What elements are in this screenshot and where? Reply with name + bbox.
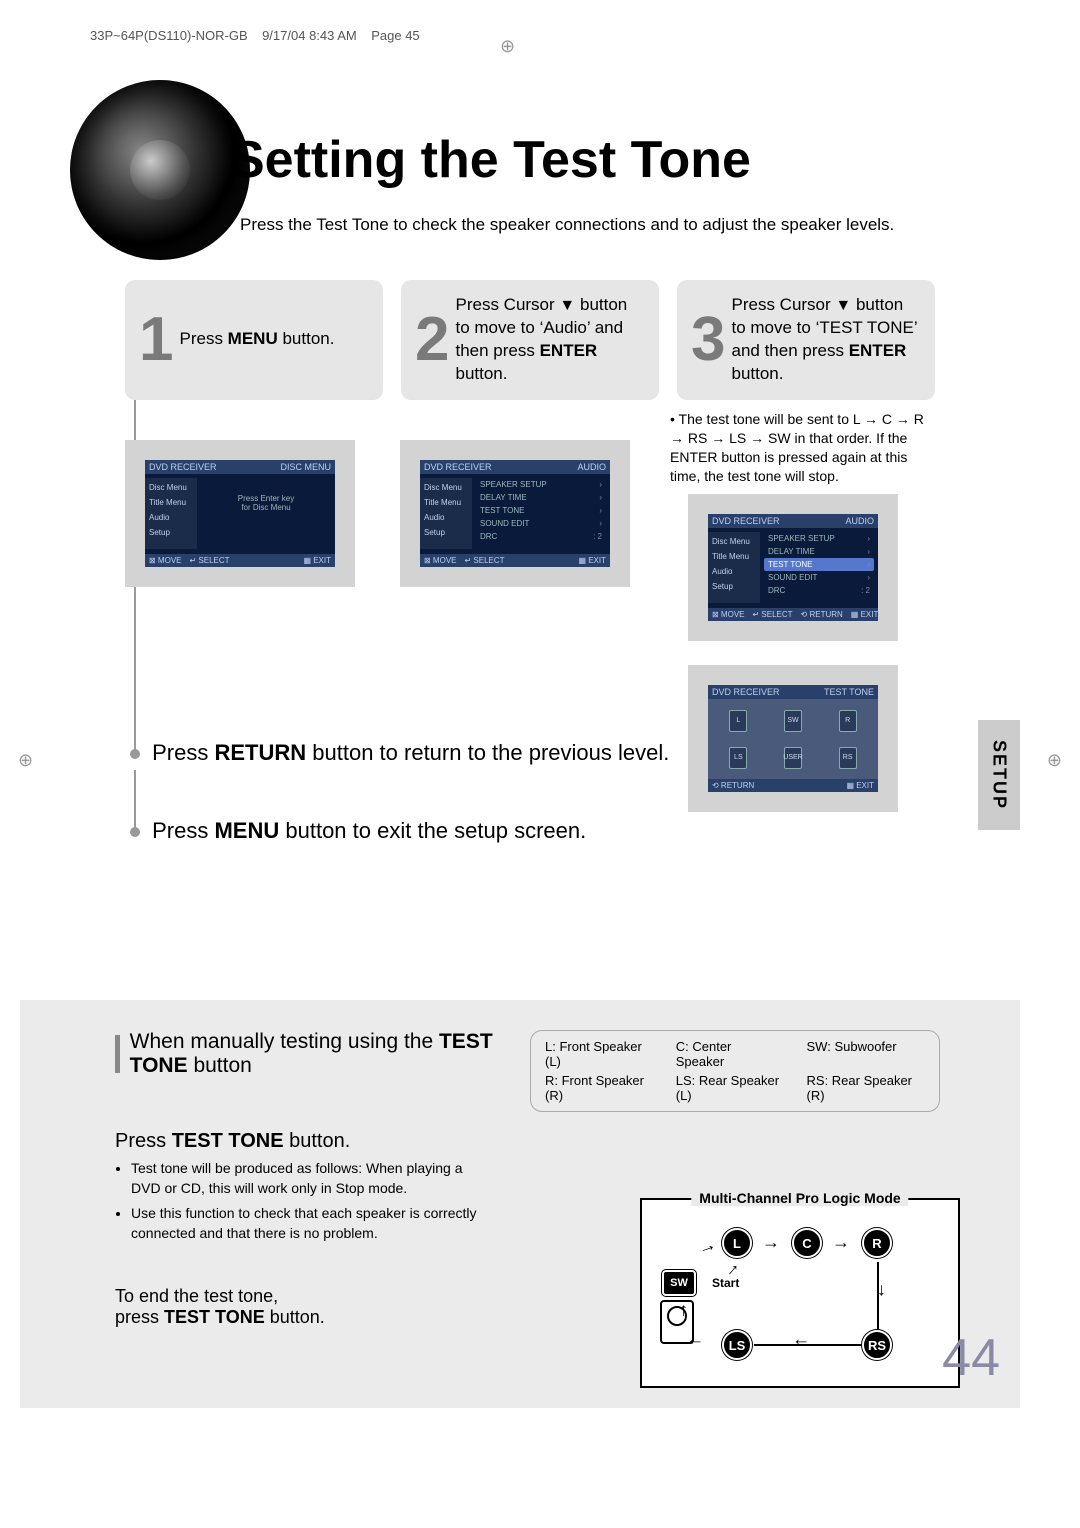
- speaker-flow-diagram: Multi-Channel Pro Logic Mode L C R SW LS…: [640, 1198, 960, 1388]
- speaker-legend: L: Front Speaker (L) C: Center Speaker S…: [530, 1030, 940, 1112]
- speaker-hero-graphic: [70, 80, 250, 260]
- step-2: 2 Press Cursor ▼ button to move to ‘Audi…: [401, 280, 659, 400]
- osd-screenshot-testtone-selected: DVD RECEIVERAUDIO Disc Menu Title Menu A…: [688, 494, 898, 641]
- node-sw: SW: [662, 1270, 696, 1296]
- legend-c: C: Center Speaker: [676, 1039, 781, 1069]
- osd-screenshot-disc-menu: DVD RECEIVERDISC MENU Disc Menu Title Me…: [125, 440, 355, 587]
- arrow-icon: →: [832, 1232, 850, 1253]
- list-item: Test tone will be produced as follows: W…: [131, 1159, 495, 1198]
- diagram-title: Multi-Channel Pro Logic Mode: [691, 1190, 908, 1206]
- crop-mark-icon: ⊕: [18, 750, 33, 771]
- step-connector-line: [134, 770, 136, 830]
- node-c: C: [792, 1228, 822, 1258]
- cursor-down-icon: ▼: [559, 297, 575, 314]
- step-number: 2: [415, 309, 449, 371]
- legend-rs: RS: Rear Speaker (R): [807, 1073, 925, 1103]
- step-1: 1 Press MENU button.: [125, 280, 383, 400]
- arrow-icon: →: [874, 1282, 895, 1300]
- page-header-slug: 33P~64P(DS110)-NOR-GB 9/17/04 8:43 AM Pa…: [90, 28, 420, 43]
- step-number: 3: [691, 309, 725, 371]
- arrow-icon: →: [792, 1334, 810, 1355]
- header-page: Page 45: [371, 28, 419, 43]
- list-item: Use this function to check that each spe…: [131, 1204, 495, 1243]
- setup-tab-label: SETUP: [989, 740, 1010, 810]
- step-1-text: Press MENU button.: [179, 328, 334, 351]
- step-2-text: Press Cursor ▼ button to move to ‘Audio’…: [455, 294, 645, 386]
- osd-screenshot-testtone-running: DVD RECEIVERTEST TONE L SW R LS USER RS …: [688, 665, 898, 812]
- bullet-icon: [130, 749, 140, 759]
- header-slug: 33P~64P(DS110)-NOR-GB: [90, 28, 248, 43]
- legend-sw: SW: Subwoofer: [807, 1039, 925, 1069]
- page-title: Setting the Test Tone: [230, 130, 751, 190]
- node-l: L: [722, 1228, 752, 1258]
- arrow-icon: →: [671, 1302, 692, 1320]
- node-rs: RS: [862, 1330, 892, 1360]
- setup-side-tab: SETUP: [978, 720, 1020, 830]
- section-title: When manually testing using the TEST TON…: [130, 1030, 510, 1078]
- steps-row: 1 Press MENU button. 2 Press Cursor ▼ bu…: [125, 280, 935, 400]
- node-ls: LS: [722, 1330, 752, 1360]
- manual-test-section: When manually testing using the TEST TON…: [20, 1000, 1020, 1408]
- header-date: 9/17/04 8:43 AM: [262, 28, 357, 43]
- legend-ls: LS: Rear Speaker (L): [676, 1073, 781, 1103]
- instruction-return: Press RETURN button to return to the pre…: [130, 740, 669, 766]
- arrow-icon: →: [762, 1232, 780, 1253]
- crop-mark-icon: ⊕: [1047, 750, 1062, 771]
- test-tone-notes: Test tone will be produced as follows: W…: [115, 1159, 495, 1243]
- legend-r: R: Front Speaker (R): [545, 1073, 650, 1103]
- step-3: 3 Press Cursor ▼ button to move to ‘TEST…: [677, 280, 935, 400]
- page-subtitle: Press the Test Tone to check the speaker…: [240, 215, 894, 235]
- section-bar-icon: [115, 1035, 120, 1073]
- step-number: 1: [139, 309, 173, 371]
- node-r: R: [862, 1228, 892, 1258]
- arrow-icon: →: [695, 1234, 719, 1260]
- step-3-text: Press Cursor ▼ button to move to ‘TEST T…: [731, 294, 921, 386]
- instruction-menu-exit: Press MENU button to exit the setup scre…: [130, 818, 586, 844]
- cursor-down-icon: ▼: [835, 297, 851, 314]
- test-tone-order-note: The test tone will be sent to L → C → R …: [670, 410, 940, 486]
- legend-l: L: Front Speaker (L): [545, 1039, 650, 1069]
- arrow-icon: →: [686, 1334, 704, 1355]
- page-number: 44: [942, 1328, 1000, 1388]
- crop-mark-icon: ⊕: [500, 36, 515, 57]
- press-test-tone-heading: Press TEST TONE button.: [115, 1130, 940, 1153]
- osd-screenshot-audio-menu: DVD RECEIVERAUDIO Disc Menu Title Menu A…: [400, 440, 630, 587]
